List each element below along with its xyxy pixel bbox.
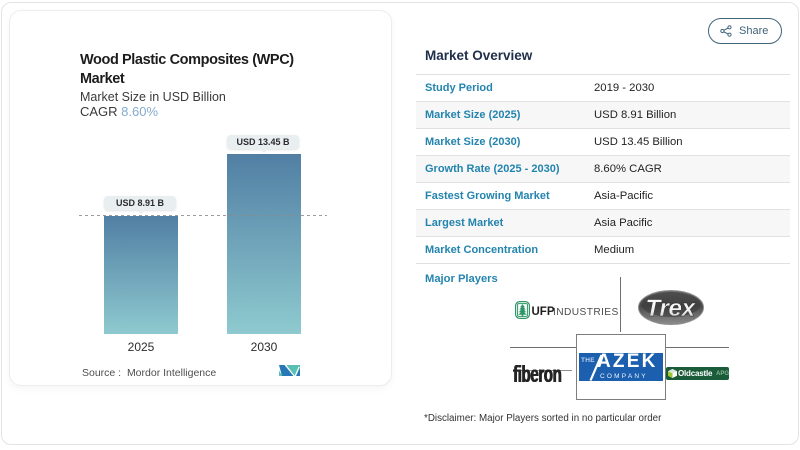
- svg-text:Trex: Trex: [645, 295, 696, 322]
